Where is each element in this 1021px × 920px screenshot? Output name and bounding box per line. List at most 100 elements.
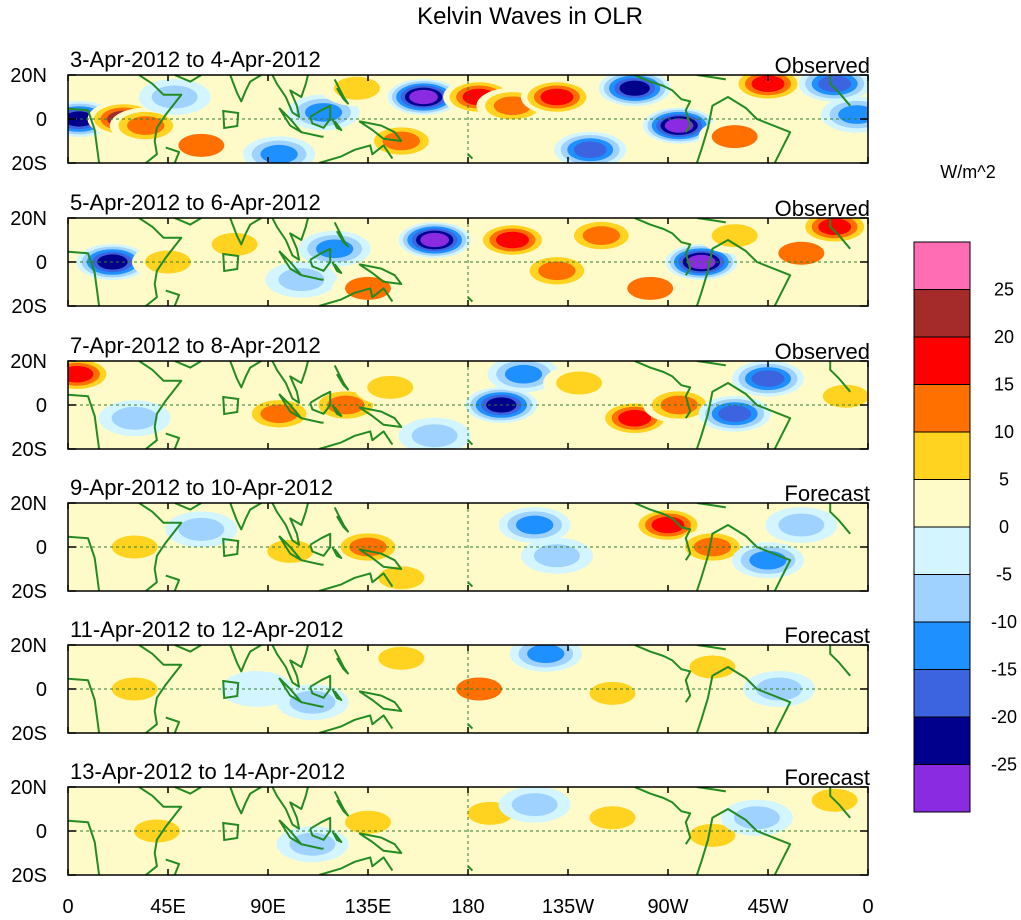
coastline — [331, 688, 343, 701]
olr-contour — [145, 250, 191, 274]
olr-contour — [409, 89, 438, 105]
panel-status-label: Forecast — [784, 623, 870, 648]
coastline — [229, 361, 262, 389]
olr-contour — [68, 365, 94, 383]
panel-date-range: 9-Apr-2012 to 10-Apr-2012 — [70, 475, 333, 500]
coastline — [271, 218, 309, 261]
coastline — [318, 714, 394, 733]
y-tick-label: 20N — [10, 351, 47, 373]
panel-field — [68, 503, 868, 591]
colorbar-swatch — [913, 479, 971, 528]
olr-contour — [838, 105, 868, 124]
panel-status-label: Observed — [775, 53, 870, 78]
region-box — [222, 821, 240, 842]
coastline — [331, 404, 343, 417]
coastline — [358, 548, 403, 570]
y-tick-label: 0 — [36, 252, 47, 274]
coastlines — [68, 361, 851, 449]
region-box — [222, 109, 240, 130]
y-tick-label: 20S — [11, 723, 47, 745]
olr-contour — [133, 819, 180, 843]
x-tick-label: 0 — [62, 896, 73, 918]
coastline — [68, 819, 101, 875]
coastline — [174, 787, 202, 795]
olr-contour — [627, 276, 674, 300]
coastline — [318, 856, 394, 875]
coastline — [165, 716, 181, 733]
coastline — [174, 503, 202, 511]
colorbar: W/m^2 25 20 15 10 5 0 -5 -10 -15 -20 -25 — [913, 162, 1017, 813]
colorbar-swatch — [913, 384, 971, 433]
panel-2: 5-Apr-2012 to 6-Apr-2012 Observed 20N 0 20S — [10, 190, 870, 318]
y-tick-label: 0 — [36, 109, 47, 131]
coastline — [138, 503, 183, 591]
coastline — [309, 532, 332, 557]
panel-6: 13-Apr-2012 to 14-Apr-2012 Forecast 20N 0 20… — [10, 759, 870, 887]
coastline — [309, 816, 332, 841]
region-box — [222, 395, 240, 416]
olr-contour — [267, 539, 314, 563]
coastline — [358, 406, 403, 428]
y-tick-label: 0 — [36, 679, 47, 701]
coastline — [829, 503, 851, 535]
y-tick-label: 20S — [11, 865, 47, 887]
olr-contour — [111, 406, 158, 430]
coastline — [318, 144, 394, 163]
x-axis: 0 45E 90E 135E 180 135W 90W 45W 0 — [62, 896, 873, 918]
panel-field — [68, 75, 868, 163]
coastline — [467, 581, 474, 588]
olr-contour — [733, 806, 780, 830]
coastline — [174, 361, 202, 369]
y-tick-label: 0 — [36, 821, 47, 843]
coastline — [331, 118, 343, 131]
colorbar-tick-label: -10 — [991, 612, 1017, 632]
colorbar-swatch — [913, 716, 971, 765]
x-tick-label: 90W — [647, 896, 688, 918]
y-tick-label: 20N — [10, 635, 47, 657]
coastlines — [68, 75, 851, 163]
coastline — [229, 787, 262, 815]
region-box — [222, 537, 240, 558]
olr-contour — [589, 806, 636, 830]
olr-contour — [818, 218, 852, 236]
olr-contour — [751, 75, 785, 93]
coastline — [68, 535, 101, 591]
coastline — [138, 787, 183, 875]
panel-date-range: 3-Apr-2012 to 4-Apr-2012 — [70, 47, 321, 72]
coastline — [309, 104, 332, 129]
olr-contour — [556, 371, 603, 395]
coastline — [68, 393, 101, 449]
olr-contour — [420, 232, 449, 248]
coastline — [634, 503, 692, 561]
coastline — [358, 263, 403, 285]
colorbar-tick-label: 5 — [999, 470, 1009, 490]
olr-contour — [333, 76, 380, 100]
colorbar-tick-label: -15 — [991, 660, 1017, 680]
coastline — [331, 830, 343, 843]
panel-date-range: 5-Apr-2012 to 6-Apr-2012 — [70, 190, 321, 215]
coastline — [358, 832, 403, 854]
coastline — [695, 524, 792, 591]
coastline — [229, 503, 262, 531]
panel-date-range: 13-Apr-2012 to 14-Apr-2012 — [70, 759, 345, 784]
y-tick-label: 0 — [36, 537, 47, 559]
coastline — [634, 75, 692, 133]
colorbar-swatch — [913, 289, 971, 338]
olr-contour — [304, 103, 343, 122]
coastline — [229, 218, 262, 246]
coastline — [271, 75, 309, 118]
coastline — [301, 559, 324, 566]
coastline — [467, 153, 474, 160]
coastline — [165, 574, 181, 591]
coastline — [165, 289, 181, 306]
y-tick-label: 0 — [36, 395, 47, 417]
coastline — [634, 645, 692, 703]
olr-contour — [618, 409, 652, 427]
olr-contour — [711, 125, 758, 149]
x-tick-label: 180 — [451, 896, 484, 918]
colorbar-swatch — [913, 669, 971, 718]
coastline — [695, 96, 792, 163]
panel-field — [68, 645, 868, 733]
panel-status-label: Forecast — [784, 481, 870, 506]
coastline — [165, 858, 181, 875]
